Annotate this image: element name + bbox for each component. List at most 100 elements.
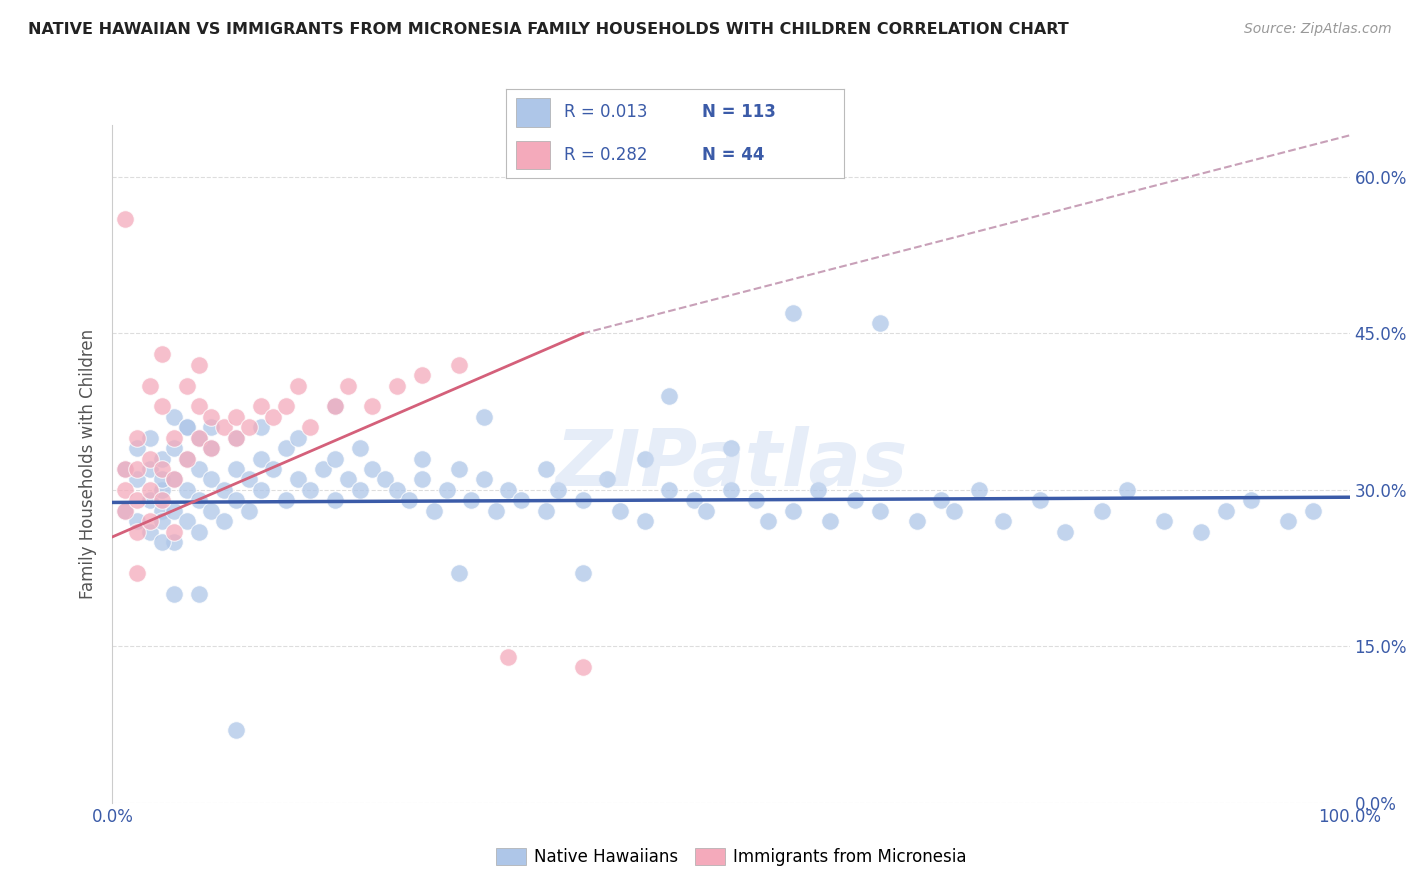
Point xyxy=(1302,504,1324,518)
Point xyxy=(385,483,408,497)
Point xyxy=(127,514,149,528)
Point xyxy=(138,451,160,466)
Point xyxy=(633,451,655,466)
Point xyxy=(658,483,681,497)
Point xyxy=(609,504,631,518)
Point xyxy=(1116,483,1139,497)
Point xyxy=(993,514,1015,528)
Point xyxy=(472,409,495,424)
Bar xyxy=(516,141,550,169)
Point xyxy=(274,400,297,414)
Point xyxy=(447,462,470,476)
Point xyxy=(385,378,408,392)
Point xyxy=(114,504,136,518)
Point xyxy=(163,524,186,539)
Point xyxy=(163,441,186,455)
Point xyxy=(188,524,211,539)
Point xyxy=(869,316,891,330)
Point xyxy=(225,462,247,476)
Point xyxy=(374,473,396,487)
Bar xyxy=(516,98,550,127)
Point xyxy=(138,483,160,497)
Point xyxy=(114,504,136,518)
Point xyxy=(163,473,186,487)
Point xyxy=(472,473,495,487)
Point xyxy=(720,441,742,455)
Point xyxy=(1054,524,1077,539)
Point xyxy=(114,462,136,476)
Point xyxy=(150,462,173,476)
Point xyxy=(818,514,841,528)
Point xyxy=(163,473,186,487)
Point xyxy=(323,400,346,414)
Point xyxy=(323,451,346,466)
Point xyxy=(398,493,420,508)
Point xyxy=(127,431,149,445)
Point xyxy=(250,420,273,434)
Point xyxy=(225,409,247,424)
Point xyxy=(176,420,198,434)
Point xyxy=(411,451,433,466)
Point xyxy=(188,400,211,414)
Point xyxy=(163,504,186,518)
Point xyxy=(1215,504,1237,518)
Point xyxy=(238,420,260,434)
Text: ZIPatlas: ZIPatlas xyxy=(555,425,907,502)
Point xyxy=(225,431,247,445)
Point xyxy=(238,504,260,518)
Point xyxy=(250,451,273,466)
Point xyxy=(176,451,198,466)
Point xyxy=(114,211,136,226)
Point xyxy=(485,504,508,518)
Point xyxy=(127,473,149,487)
Point xyxy=(534,462,557,476)
Point xyxy=(1240,493,1263,508)
Text: R = 0.282: R = 0.282 xyxy=(564,146,647,164)
Point xyxy=(571,493,593,508)
Point xyxy=(262,462,284,476)
Point xyxy=(138,378,160,392)
Text: Source: ZipAtlas.com: Source: ZipAtlas.com xyxy=(1244,22,1392,37)
Point xyxy=(967,483,990,497)
Point xyxy=(150,493,173,508)
Point xyxy=(176,483,198,497)
Point xyxy=(150,400,173,414)
Point xyxy=(188,431,211,445)
Point xyxy=(163,409,186,424)
Point xyxy=(782,305,804,319)
Point xyxy=(274,493,297,508)
Point xyxy=(138,524,160,539)
Point xyxy=(1029,493,1052,508)
Point xyxy=(176,378,198,392)
Point xyxy=(225,493,247,508)
Text: NATIVE HAWAIIAN VS IMMIGRANTS FROM MICRONESIA FAMILY HOUSEHOLDS WITH CHILDREN CO: NATIVE HAWAIIAN VS IMMIGRANTS FROM MICRO… xyxy=(28,22,1069,37)
Point xyxy=(176,451,198,466)
Point xyxy=(336,473,359,487)
Point xyxy=(411,368,433,383)
Point xyxy=(114,483,136,497)
Point xyxy=(188,358,211,372)
Point xyxy=(534,504,557,518)
Point xyxy=(498,483,520,497)
Point xyxy=(411,473,433,487)
Point xyxy=(212,483,235,497)
Point xyxy=(127,493,149,508)
Point xyxy=(138,431,160,445)
Point xyxy=(436,483,458,497)
Point xyxy=(869,504,891,518)
Point xyxy=(225,723,247,737)
Point xyxy=(212,420,235,434)
Point xyxy=(262,409,284,424)
Point xyxy=(745,493,768,508)
Point xyxy=(498,649,520,664)
Point xyxy=(150,514,173,528)
Point xyxy=(212,514,235,528)
Point xyxy=(114,462,136,476)
Point xyxy=(127,566,149,581)
Point xyxy=(782,504,804,518)
Point xyxy=(1189,524,1212,539)
Text: N = 113: N = 113 xyxy=(702,103,776,121)
Point xyxy=(150,473,173,487)
Point xyxy=(250,483,273,497)
Point xyxy=(200,420,222,434)
